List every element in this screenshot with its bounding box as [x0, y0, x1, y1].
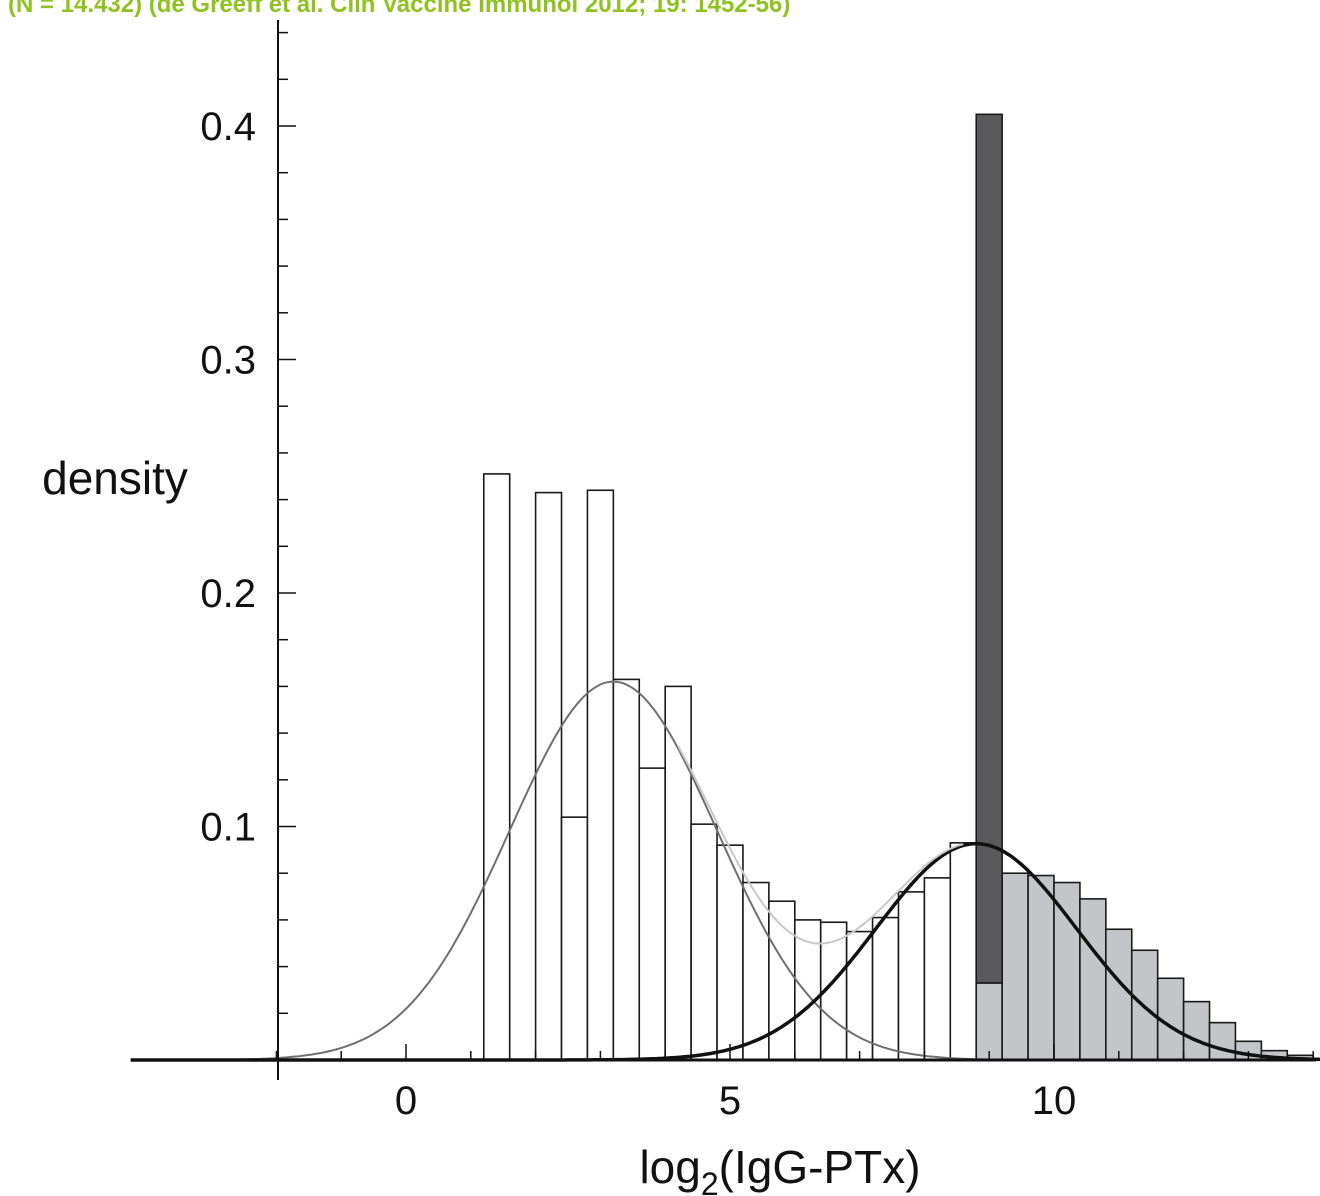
y-axis-label: density: [42, 452, 188, 504]
histogram-bar-series-2-10: [1208, 1021, 1237, 1061]
histogram-bar-series-1-2: [534, 491, 563, 1061]
histogram-bar-series-1-17: [923, 877, 952, 1061]
y-tick-label: 0.2: [200, 572, 256, 616]
histogram-bar-series-1-5: [612, 678, 641, 1061]
histogram-bar-series-2-9: [1182, 1000, 1211, 1061]
histogram-bar-series-1-4: [586, 489, 615, 1061]
histogram-bar-series-2-5: [1079, 898, 1107, 1061]
histogram-bar-series-1-10: [742, 881, 770, 1061]
chart-title: (N = 14.432) (de Greeff et al. Clin Vacc…: [8, 0, 790, 18]
histogram-bar-series-2-6: [1105, 928, 1133, 1061]
histogram-bar-series-2-2: [1001, 872, 1029, 1061]
histogram-bar-series-1-8: [690, 823, 718, 1061]
y-tick-label: 0.3: [200, 339, 256, 383]
x-axis-label-rest: (IgG-PTx): [719, 1141, 921, 1193]
histogram-bar-series-1-6: [638, 767, 667, 1061]
histogram-bar-series-1-16: [897, 891, 926, 1061]
histogram-bar-series-1-15: [871, 916, 900, 1061]
histogram-bar-series-2-1: [975, 982, 1003, 1061]
x-axis-label-subscript: 2: [701, 1166, 719, 1196]
histogram-bar-series-3-1: [975, 113, 1003, 984]
histogram-bar-series-1-3: [560, 816, 589, 1061]
x-tick-label: 10: [1032, 1079, 1077, 1123]
x-axis-label-main: log: [639, 1141, 700, 1193]
x-axis-label: log2(IgG-PTx): [639, 1141, 920, 1196]
histogram-bar-series-1-18: [949, 842, 978, 1061]
x-tick-label: 5: [719, 1079, 741, 1123]
axes: 0.1 0.2 0.3 0.4 0 5 10: [148, 20, 1316, 1123]
histogram-bar-series-1-7: [664, 685, 692, 1061]
histogram-bar-series-2-3: [1027, 874, 1055, 1061]
histogram-bar-series-1-1: [482, 473, 511, 1061]
y-tick-label: 0.1: [200, 806, 256, 850]
histogram-bars: [482, 113, 1315, 1061]
y-tick-label: 0.4: [200, 105, 256, 149]
histogram-bar-series-1-9: [716, 844, 744, 1061]
histogram-bar-series-2-4: [1053, 881, 1081, 1061]
x-tick-label: 0: [395, 1079, 417, 1123]
mixture-density-curve: [677, 745, 964, 945]
